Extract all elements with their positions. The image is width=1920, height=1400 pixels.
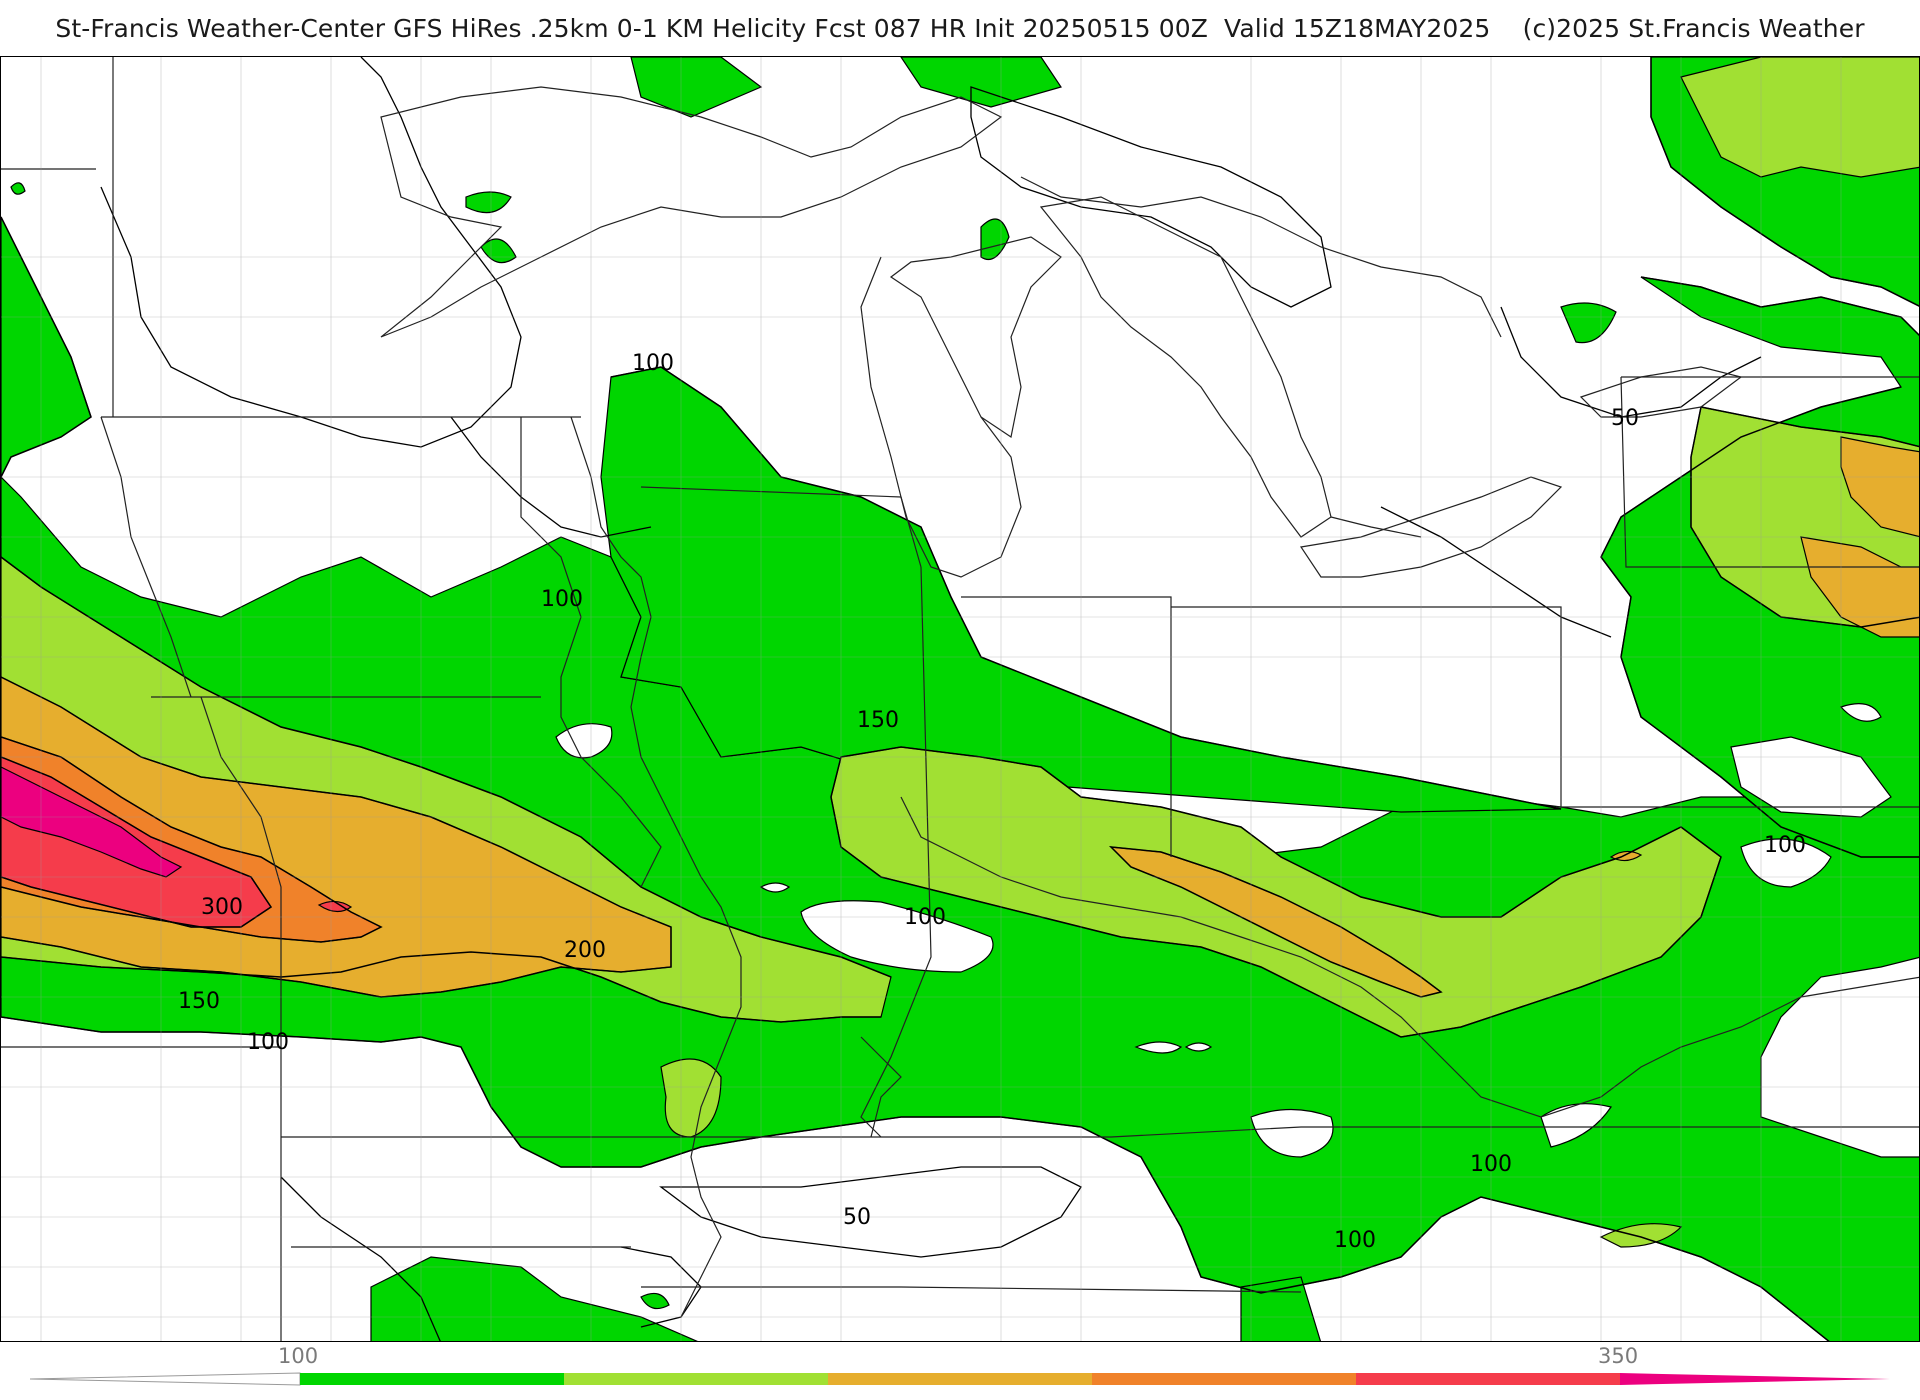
lake-shorelines [380,86,1743,578]
color-legend: 100 350 [0,1342,1920,1400]
contour-label-top-100: 100 [632,351,674,376]
contour-label-southeast-100a: 100 [1470,1152,1512,1177]
legend-swatch-200 [828,1373,1092,1385]
helicity-fill-100 [1,57,1919,1341]
contour-label-south-100: 100 [247,1030,289,1055]
contour-label-center-150: 150 [857,708,899,733]
contour-label-west-200: 200 [564,938,606,963]
contour-label-south-50: 50 [843,1205,871,1230]
contour-label-west-100: 100 [541,587,583,612]
legend-tick-350: 350 [1598,1344,1639,1368]
state-boundaries [1,57,1919,1341]
contour-label-southeast-100b: 100 [1334,1228,1376,1253]
legend-high-triangle [1620,1373,1890,1385]
map-title: St-Francis Weather-Center GFS HiRes .25k… [55,14,1865,43]
legend-swatch-300 [1356,1373,1620,1385]
legend-swatch-100 [300,1373,564,1385]
contour-label-west-150: 150 [178,989,220,1014]
helicity-map: 100 100 300 200 150 100 150 100 50 100 1… [0,56,1920,1342]
contour-labels: 100 100 300 200 150 100 150 100 50 100 1… [178,351,1806,1253]
contour-lines [1,57,1919,1341]
legend-low-triangle [29,1372,301,1386]
county-lines [1,57,1919,1341]
legend-tick-100: 100 [278,1344,319,1368]
contour-label-center-100: 100 [904,905,946,930]
contour-label-east-100: 100 [1764,833,1806,858]
legend-swatch-150 [564,1373,828,1385]
contour-label-west-300: 300 [201,895,243,920]
contour-label-northeast-50: 50 [1611,406,1639,431]
legend-swatch-250 [1092,1373,1356,1385]
